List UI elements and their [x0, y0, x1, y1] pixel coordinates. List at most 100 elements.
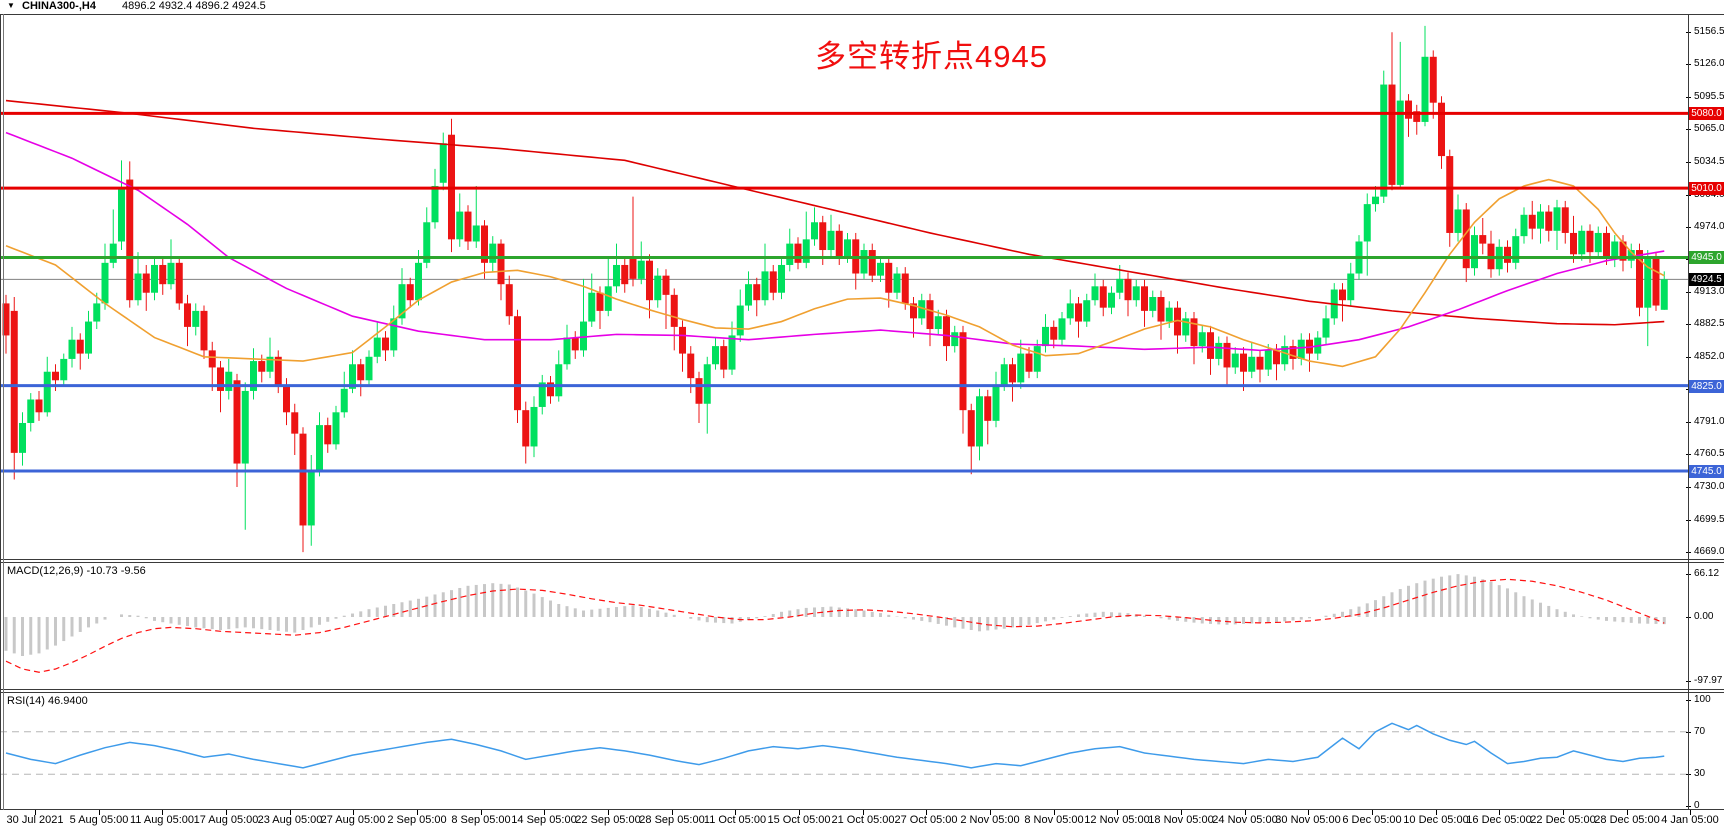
time-tick-label: 8 Nov 05:00 — [1024, 814, 1084, 826]
rsi-tick-label: 0 — [1694, 800, 1700, 811]
time-tick — [544, 810, 545, 815]
price-axis-border — [1688, 14, 1689, 810]
time-tick-label: 10 Dec 05:00 — [1403, 814, 1469, 826]
candle-body — [1033, 346, 1041, 372]
time-tick-label: 8 Sep 05:00 — [451, 814, 511, 826]
time-tick — [99, 810, 100, 815]
candle-body — [423, 222, 431, 263]
candle-body — [1215, 342, 1223, 359]
candle-body — [1116, 278, 1124, 293]
price-badge-support: 4825.0 — [1689, 380, 1724, 393]
time-tick — [226, 810, 227, 815]
candle-body — [588, 292, 596, 322]
candle-body — [835, 230, 843, 258]
candle-body — [1644, 257, 1652, 308]
time-tick-label: 18 Nov 05:00 — [1148, 814, 1214, 826]
moving-average-magenta — [5, 131, 1665, 352]
candle-body — [736, 305, 744, 336]
candle-body — [208, 350, 216, 368]
candle-body — [291, 412, 299, 434]
candle-body — [596, 292, 604, 311]
rsi-bottom-border — [0, 809, 1724, 810]
candle-body — [324, 425, 332, 445]
candle-body — [571, 337, 579, 351]
candle-body — [679, 326, 686, 354]
candle-body — [1009, 364, 1016, 383]
time-tick-label: 11 Oct 05:00 — [703, 814, 767, 826]
candle-body — [811, 222, 818, 240]
candle-body — [728, 335, 736, 370]
price-tick-label: 4882.5 — [1694, 318, 1724, 329]
time-tick — [1372, 810, 1373, 815]
candle-body — [530, 406, 538, 447]
time-tick-label: 2 Nov 05:00 — [960, 814, 1020, 826]
candle-body — [1627, 250, 1635, 261]
time-tick-label: 12 Nov 05:00 — [1084, 814, 1150, 826]
candles-layer — [2, 25, 1668, 553]
ohlc-values-label: 4896.2 4932.4 4896.2 4924.5 — [122, 0, 266, 12]
time-tick — [1054, 810, 1055, 815]
candle-body — [68, 339, 76, 359]
candle-body — [1256, 356, 1264, 370]
candle-body — [910, 303, 917, 319]
candle-body — [580, 321, 587, 351]
time-tick — [1181, 810, 1182, 815]
candle-body — [1553, 207, 1561, 231]
candle-body — [1388, 84, 1396, 185]
time-tick — [672, 810, 673, 815]
time-tick-label: 16 Dec 05:00 — [1466, 814, 1532, 826]
macd-tick-label: 0.00 — [1694, 611, 1714, 622]
candle-body — [1380, 84, 1388, 197]
rsi-tick-label: 70 — [1694, 726, 1706, 737]
candle-body — [1396, 100, 1404, 185]
candle-body — [646, 260, 653, 301]
main-macd-separator[interactable] — [0, 559, 1724, 560]
candle-body — [786, 243, 794, 265]
rsi-panel[interactable] — [0, 693, 1688, 809]
time-tick-label: 22 Dec 05:00 — [1530, 814, 1596, 826]
main-price-chart[interactable] — [0, 14, 1688, 561]
price-badge-resistance: 5010.0 — [1689, 182, 1724, 195]
candle-body — [1289, 346, 1297, 359]
candle-body — [1512, 236, 1520, 263]
symbol-dropdown-icon[interactable]: ▼ — [7, 1, 15, 10]
candle-body — [1149, 297, 1157, 311]
macd-panel[interactable] — [0, 563, 1688, 689]
time-tick — [1245, 810, 1246, 815]
candle-body — [307, 471, 315, 526]
candle-body — [1429, 56, 1437, 103]
macd-rsi-separator[interactable] — [0, 689, 1724, 690]
price-tick-label: 5095.5 — [1694, 91, 1724, 102]
rsi-tick-label: 30 — [1694, 768, 1706, 779]
candle-body — [778, 264, 785, 293]
time-tick-label: 21 Oct 05:00 — [831, 814, 895, 826]
main-macd-separator-2 — [0, 562, 1724, 563]
candle-body — [1223, 342, 1231, 368]
candle-body — [398, 284, 406, 319]
candle-body — [885, 262, 893, 293]
candle-body — [1660, 279, 1668, 310]
time-tick-label: 6 Dec 05:00 — [1342, 814, 1402, 826]
candle-body — [101, 262, 109, 304]
price-tick-label: 4760.5 — [1694, 448, 1724, 459]
time-tick-label: 17 Aug 05:00 — [193, 814, 259, 826]
candle-body — [357, 364, 365, 381]
time-tick — [990, 810, 991, 815]
time-tick-label: 30 Nov 05:00 — [1275, 814, 1341, 826]
candle-body — [464, 211, 472, 242]
time-tick — [1308, 810, 1309, 815]
candle-body — [505, 284, 513, 317]
time-tick — [481, 810, 482, 815]
candle-body — [629, 257, 637, 279]
candle-body — [860, 250, 868, 274]
candle-body — [382, 337, 389, 351]
candle-body — [217, 367, 224, 391]
candle-body — [621, 264, 629, 285]
candle-body — [439, 143, 447, 183]
candle-body — [1479, 235, 1487, 244]
candle-body — [868, 250, 876, 276]
rsi-tick-label: 100 — [1694, 694, 1711, 705]
chart-left-border-inner — [3, 14, 4, 810]
candle-body — [1578, 230, 1586, 255]
time-tick — [1563, 810, 1564, 815]
